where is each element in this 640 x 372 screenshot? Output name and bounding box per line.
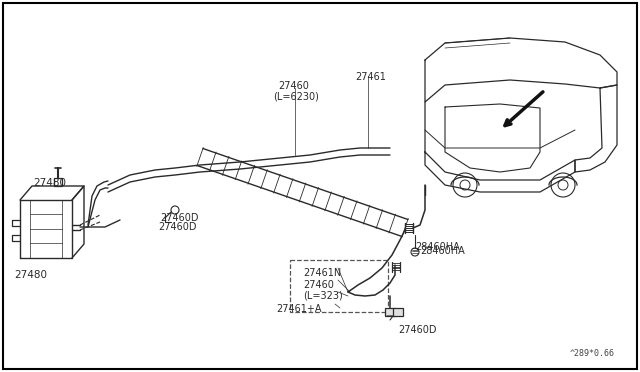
Text: 27460D: 27460D <box>158 222 196 232</box>
Text: 28460HA: 28460HA <box>420 246 465 256</box>
Text: 27460D: 27460D <box>160 213 198 223</box>
Text: 27460D: 27460D <box>398 325 436 335</box>
Text: 27461N: 27461N <box>303 268 341 278</box>
Text: 27480: 27480 <box>33 178 66 188</box>
Text: 27461: 27461 <box>355 72 386 82</box>
Bar <box>290 260 388 312</box>
Bar <box>393 308 403 316</box>
Text: 27460: 27460 <box>278 81 309 91</box>
Bar <box>385 308 395 316</box>
Text: ^289*0.66: ^289*0.66 <box>570 349 615 358</box>
Text: 27461+A: 27461+A <box>276 304 321 314</box>
Text: 27480: 27480 <box>15 270 47 280</box>
Text: (L=6230): (L=6230) <box>273 91 319 101</box>
Text: 27460: 27460 <box>303 280 334 290</box>
Text: 28460HA: 28460HA <box>415 242 460 252</box>
Text: (L=323): (L=323) <box>303 291 343 301</box>
